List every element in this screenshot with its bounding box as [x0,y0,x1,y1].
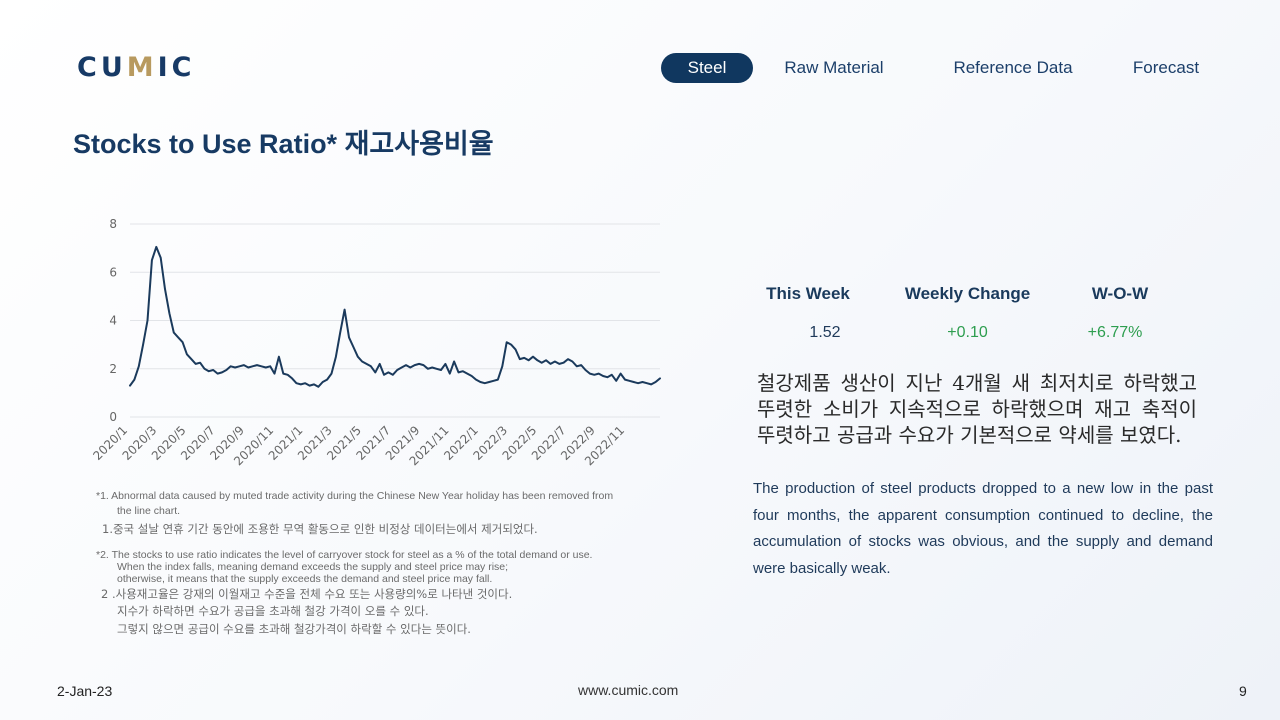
stocks-to-use-line-chart: 0 2 4 6 8 2020/12020/32020/52020/72020/92020… [90,217,661,468]
commentary-english: The production of steel products dropped… [753,480,1213,577]
y-tick-label: 4 [109,314,117,328]
page-title: Stocks to Use Ratio* 재고사용비율 [73,129,494,159]
footnote-2-english-cont-2: otherwise, it means that the supply exce… [117,573,493,585]
logo-wordmark: CUMIC [77,51,196,83]
this-week-value: 1.52 [809,324,841,341]
y-tick-label: 8 [109,217,117,231]
footnote-2-korean: 2 .사용재고율은 강재의 이월재고 수준을 전체 수요 또는 사용량의%로 나… [101,587,513,601]
commentary-korean: 철강제품 생산이 지난 4개월 새 최저치로 하락했고 뚜렷한 소비가 지속적으… [757,371,1197,447]
this-week-label: This Week [766,284,850,303]
nav-tab-steel[interactable]: Steel [661,53,753,83]
footer-url[interactable]: www.cumic.com [578,682,679,698]
chart-x-axis: 2020/12020/32020/52020/72020/92020/11202… [90,423,627,468]
footer-page-number: 9 [1239,683,1247,699]
footnote-1-english: *1. Abnormal data caused by muted trade … [96,490,614,502]
y-tick-label: 6 [109,265,117,279]
footer-date: 2-Jan-23 [57,683,113,699]
nav-tab-forecast[interactable]: Forecast [1132,58,1200,77]
y-tick-label: 2 [109,362,117,376]
y-tick-label: 0 [109,410,117,424]
nav-tab-reference-data[interactable]: Reference Data [953,58,1073,77]
weekly-change-label: Weekly Change [904,284,1031,303]
cumic-logo: CUMIC [77,51,196,83]
footnote-2-korean-cont-2: 그렇지 않으면 공급이 수요를 초과해 철강가격이 하락할 수 있다는 뜻이다. [117,622,471,636]
chart-gridlines [130,223,660,418]
top-nav: Steel Raw Material Reference Data Foreca… [661,53,1221,83]
footnote-2-english-cont-1: When the index falls, meaning demand exc… [117,561,509,573]
nav-tab-raw-material[interactable]: Raw Material [784,58,884,77]
weekly-stats: This Week Weekly Change W-O-W 1.52 +0.10… [740,284,1180,356]
series-line-stocks-to-use-ratio [129,245,661,388]
footnote-2-english: *2. The stocks to use ratio indicates th… [96,549,593,561]
wow-value: +6.77% [1087,324,1143,341]
chart-y-axis: 0 2 4 6 8 [109,217,117,424]
footnote-1-english-cont: the line chart. [117,505,181,517]
footnote-2-korean-cont-1: 지수가 하락하면 수요가 공급을 초과해 철강 가격이 오를 수 있다. [117,604,429,618]
footnote-1-korean: 1.중국 설날 연휴 기간 동안에 조용한 무역 활동으로 인한 비정상 데이터… [102,522,538,536]
weekly-change-value: +0.10 [947,324,988,341]
wow-label: W-O-W [1091,284,1149,303]
